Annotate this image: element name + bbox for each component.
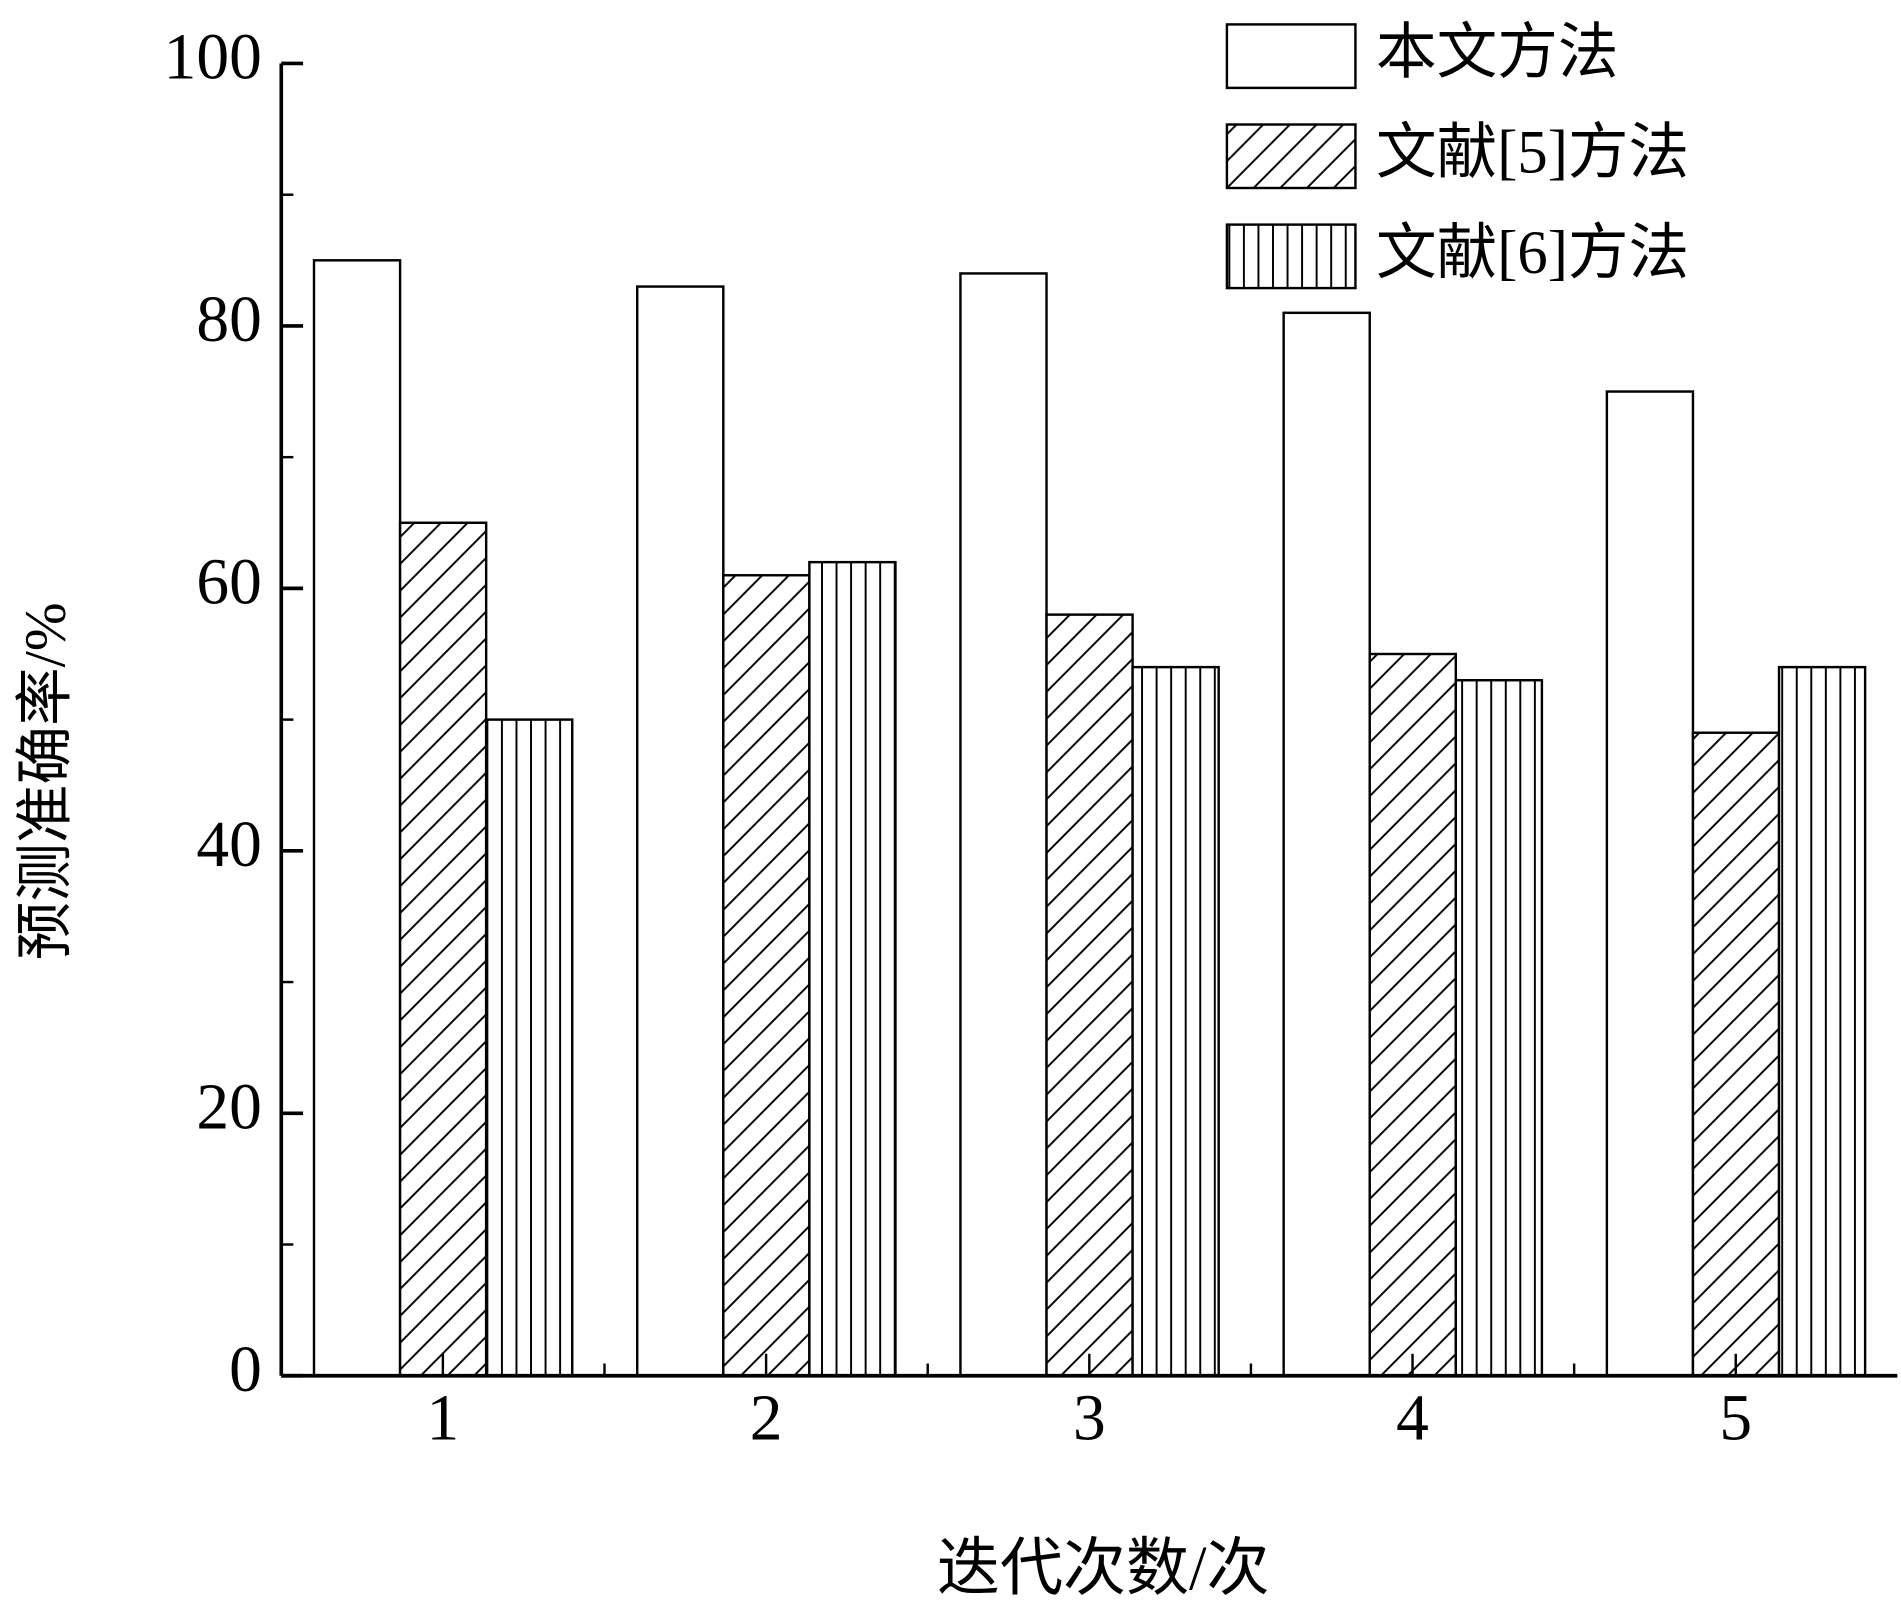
y-tick-label: 60 — [196, 545, 261, 618]
legend-swatch — [1225, 223, 1357, 290]
x-axis-title: 迭代次数/次 — [937, 1533, 1270, 1603]
x-tick-label: 3 — [1073, 1382, 1106, 1455]
y-tick-label: 40 — [196, 808, 261, 881]
bar — [636, 285, 725, 1377]
legend-label: 文献[5]方法 — [1376, 120, 1689, 187]
bar — [808, 560, 897, 1377]
legend-label: 本文方法 — [1376, 19, 1618, 86]
y-axis-title: 预测准确率/% — [12, 602, 77, 960]
y-tick-label: 0 — [229, 1333, 262, 1406]
x-tick-label: 5 — [1719, 1382, 1752, 1455]
y-tick-label: 100 — [164, 20, 262, 93]
bar — [1454, 679, 1544, 1377]
x-tick-label: 4 — [1396, 1382, 1429, 1455]
bar — [1605, 390, 1695, 1377]
bar — [398, 521, 488, 1377]
bar — [959, 272, 1048, 1377]
bar — [1131, 665, 1220, 1377]
legend-swatch — [1225, 123, 1357, 190]
bar — [722, 574, 811, 1377]
bar — [1691, 731, 1781, 1377]
bar — [1045, 613, 1134, 1377]
x-tick-label: 1 — [427, 1382, 460, 1455]
legend-label: 文献[6]方法 — [1376, 220, 1689, 287]
bar — [1282, 311, 1371, 1377]
y-tick-label: 20 — [196, 1070, 261, 1143]
bar — [484, 718, 574, 1377]
bar — [1777, 665, 1867, 1377]
y-tick-label: 80 — [196, 283, 261, 356]
bar — [1368, 652, 1458, 1377]
bar — [312, 259, 402, 1377]
legend-swatch — [1225, 23, 1357, 90]
x-tick-label: 2 — [750, 1382, 783, 1455]
